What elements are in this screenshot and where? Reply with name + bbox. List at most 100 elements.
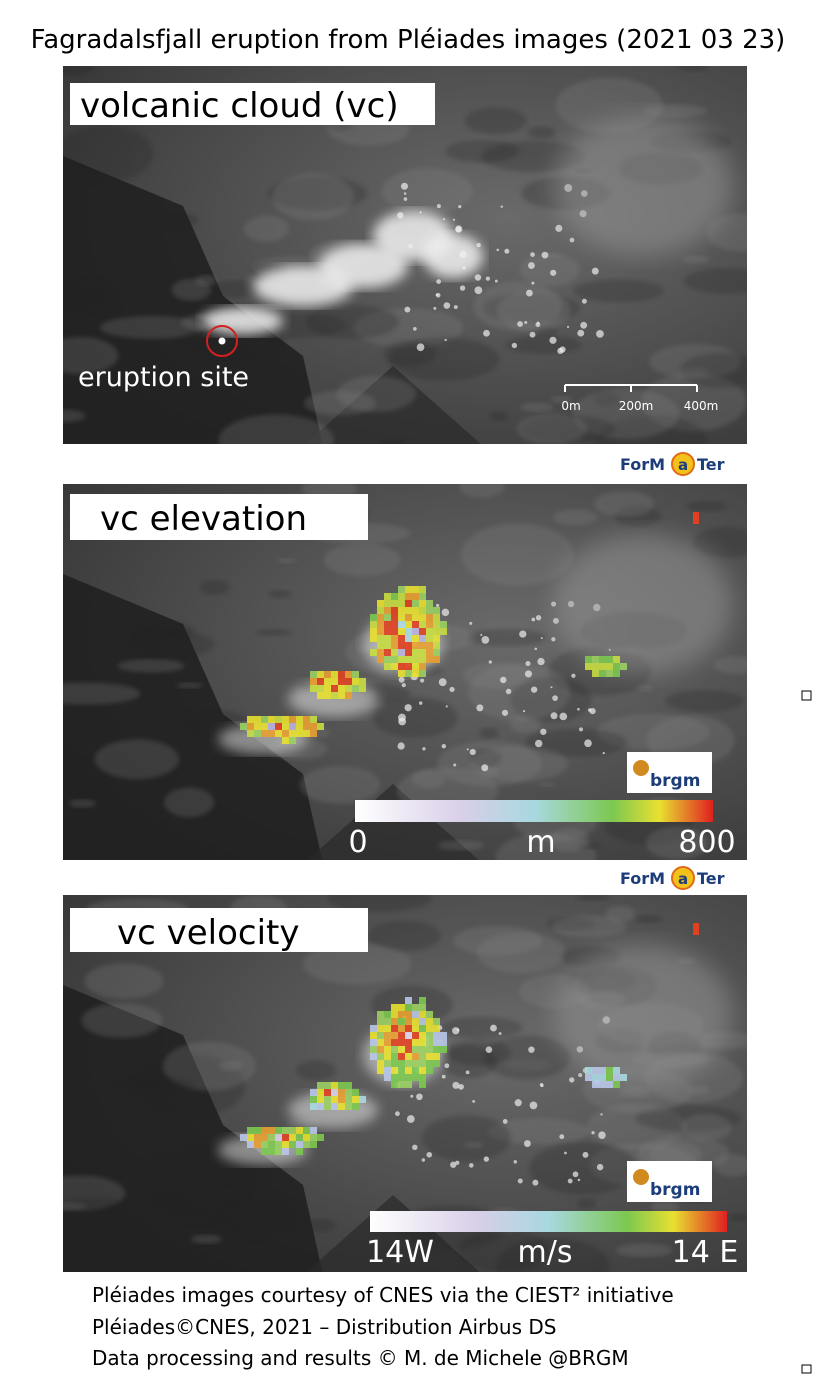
snow-patch [550,269,557,276]
terrain-texture [680,352,747,388]
cloud-pixel [412,656,419,663]
snow-patch [564,1151,567,1155]
terrain-texture [190,1234,222,1244]
cloud-pixel [398,600,405,607]
cloud-pixel [433,656,440,663]
snow-patch [401,683,406,688]
terrain-texture [553,509,598,526]
cloud-pixel [599,1067,606,1074]
colorbar [370,1211,727,1232]
cloud-pixel [433,1018,440,1025]
cloud-pixel [384,663,391,670]
cloud-pixel [412,1046,419,1053]
cloud-pixel [247,1134,254,1141]
cloud-pixel [412,649,419,656]
snow-patch [496,248,500,252]
terrain-texture [383,340,436,367]
credit-line: Data processing and results © M. de Mich… [92,1346,629,1370]
snow-patch [582,1151,589,1158]
cloud-pixel [419,1011,426,1018]
cloud-pixel [324,671,331,678]
snow-patch [466,748,469,751]
cloud-pixel [310,723,317,730]
cloud-pixel [398,642,405,649]
snow-patch [591,1131,595,1135]
cloud-pixel [405,628,412,635]
terrain-texture [516,413,588,444]
cloud-pixel [289,1141,296,1148]
cloud-pixel [310,671,317,678]
scale-bar [564,384,698,392]
snow-patch [572,1171,579,1178]
cloud-pixel [331,1103,338,1110]
snow-patch [413,327,417,331]
cloud-pixel [268,1141,275,1148]
terrain-texture [63,336,119,375]
terrain-texture [176,682,203,689]
snow-patch [528,262,535,269]
cloud-pixel [303,730,310,737]
cloud-pixel [282,1141,289,1148]
cloud-pixel [613,663,620,670]
terrain-texture [243,215,290,242]
snow-patch [445,705,448,708]
cloud-pixel [433,1025,440,1032]
cloud-pixel [268,716,275,723]
colorbar-label: m [526,825,555,860]
cloud-pixel [405,1018,412,1025]
haze [553,534,733,674]
snow-patch [403,197,408,201]
cloud-pixel [398,593,405,600]
terrain-texture [437,840,485,851]
cloud-pixel [391,628,398,635]
cloud-pixel [310,1096,317,1103]
cloud-pixel [384,1039,391,1046]
cloud-pixel [440,1046,447,1053]
snow-patch [571,673,576,678]
cloud-pixel [405,1025,412,1032]
cloud-pixel [370,621,377,628]
cloud-pixel [398,1060,405,1067]
cloud-pixel [268,1148,275,1155]
cloud-pixel [391,614,398,621]
snow-patch [577,1178,581,1182]
snow-patch [525,661,531,667]
snow-patch [488,660,492,664]
terrain-texture [276,558,297,564]
cloud-pixel [419,1046,426,1053]
cloud-pixel [370,1053,377,1060]
cloud-pixel [419,656,426,663]
cloud-pixel [398,1032,405,1039]
cloud-pixel [317,685,324,692]
cloud-pixel [377,1032,384,1039]
snow-patch [453,305,458,310]
cloud-pixel [370,1039,377,1046]
cloud [318,244,408,288]
cloud-pixel [289,1134,296,1141]
terrain-texture [63,409,86,423]
logo-text: brgm [650,771,700,791]
cloud-pixel [268,723,275,730]
cloud-pixel [426,649,433,656]
terrain-texture [594,490,655,517]
cloud-pixel [426,600,433,607]
cloud-pixel [359,685,366,692]
cloud-pixel [352,678,359,685]
cloud-pixel [384,642,391,649]
terrain-texture [268,590,292,599]
snow-patch [483,329,490,337]
snow-patch [505,688,512,695]
snow-patch [498,1032,502,1036]
cloud-pixel [405,649,412,656]
cloud-pixel [412,593,419,600]
terrain-texture [63,66,95,76]
cloud-pixel [377,635,384,642]
cloud-pixel [592,1067,599,1074]
snow-patch [418,701,423,705]
credit-line: Pléiades©CNES, 2021 – Distribution Airbu… [92,1315,556,1339]
cloud-pixel [289,730,296,737]
cloud-pixel [261,1148,268,1155]
cloud-pixel [317,1082,324,1089]
terrain-texture [381,168,473,215]
cloud-pixel [613,1074,620,1081]
